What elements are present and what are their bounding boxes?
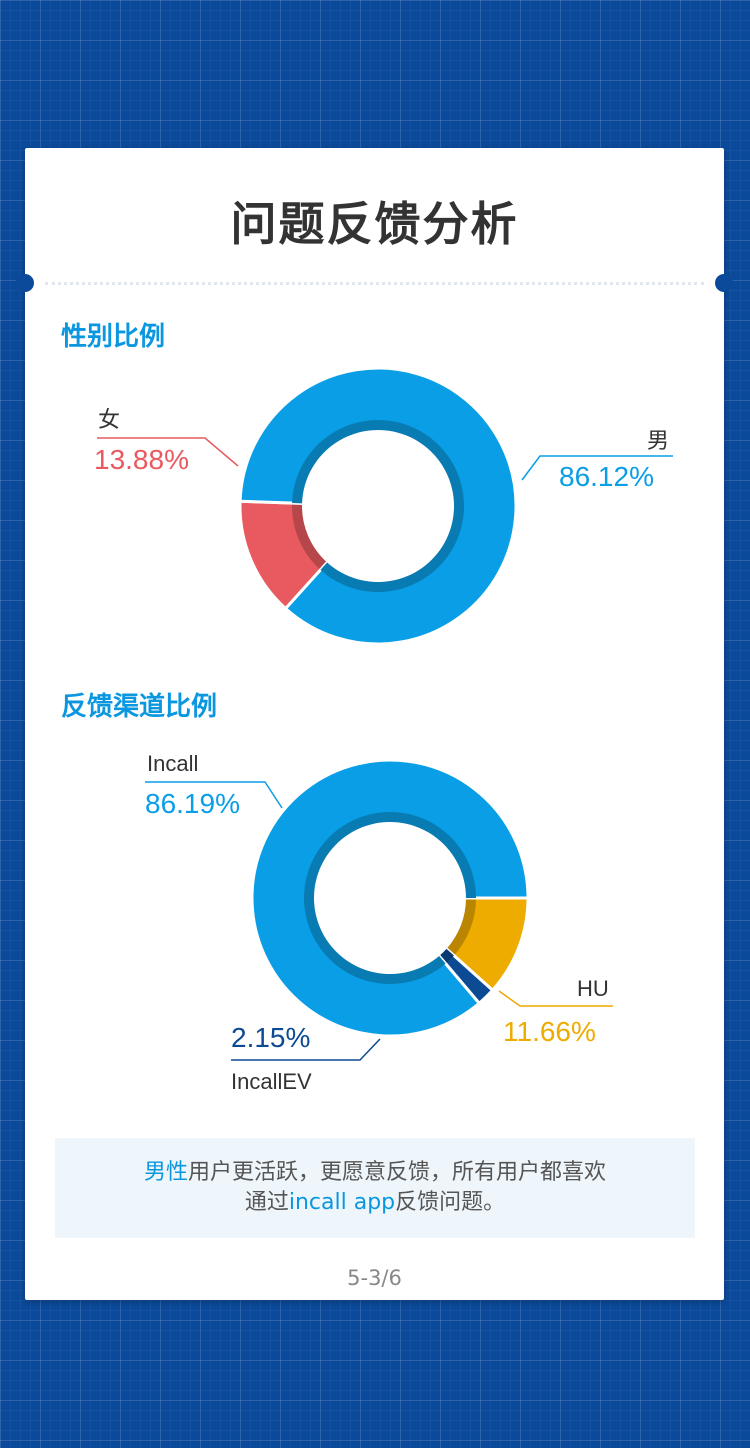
page-title: 问题反馈分析	[230, 197, 519, 251]
note-text-1: 用户更活跃，更愿意反馈，所有用户都喜欢	[188, 1160, 607, 1185]
leader-incall	[145, 781, 283, 809]
legend-incall-value: 86.19%	[145, 788, 240, 819]
legend-male-name: 男	[647, 428, 670, 453]
dotted-divider	[45, 282, 704, 285]
channel-slice-2	[250, 758, 530, 1038]
donut-charts	[97, 366, 673, 1061]
legend-incall-name: Incall	[147, 751, 199, 776]
page-number: 5-3/6	[347, 1266, 402, 1290]
leader-hu	[498, 990, 613, 1007]
note-highlight-app: incall app	[288, 1190, 396, 1215]
note-highlight-male: 男性	[143, 1160, 188, 1185]
legend-female-name: 女	[98, 407, 121, 432]
note-text-2: 通过	[244, 1190, 289, 1215]
legend-female-value: 13.88%	[94, 444, 189, 475]
report-card: 问题反馈分析 性别比例 反馈渠道比例 女 13.88% 男 86.12% Inc…	[16, 148, 733, 1300]
legend-incallev-name: IncallEV	[231, 1069, 312, 1094]
gender-slice-1	[238, 366, 518, 646]
note-text-3: 反馈问题。	[395, 1190, 506, 1215]
gender-slice-shade-0	[291, 503, 328, 570]
card-notch-right	[715, 274, 733, 292]
card-notch-left	[16, 274, 34, 292]
legend-hu-value: 11.66%	[503, 1016, 596, 1047]
legend-male-value: 86.12%	[559, 461, 654, 492]
legend-incallev-value: 2.15%	[231, 1022, 311, 1053]
leader-incallev	[231, 1038, 381, 1061]
summary-note: 男性用户更活跃，更愿意反馈，所有用户都喜欢 通过incall app反馈问题。	[55, 1138, 695, 1238]
channel-section-title: 反馈渠道比例	[61, 692, 218, 722]
leader-male	[521, 455, 673, 481]
legend-hu-name: HU	[577, 976, 609, 1001]
channel-slice-shade-0	[446, 898, 476, 956]
gender-section-title: 性别比例	[61, 322, 166, 352]
leader-female	[97, 437, 239, 467]
